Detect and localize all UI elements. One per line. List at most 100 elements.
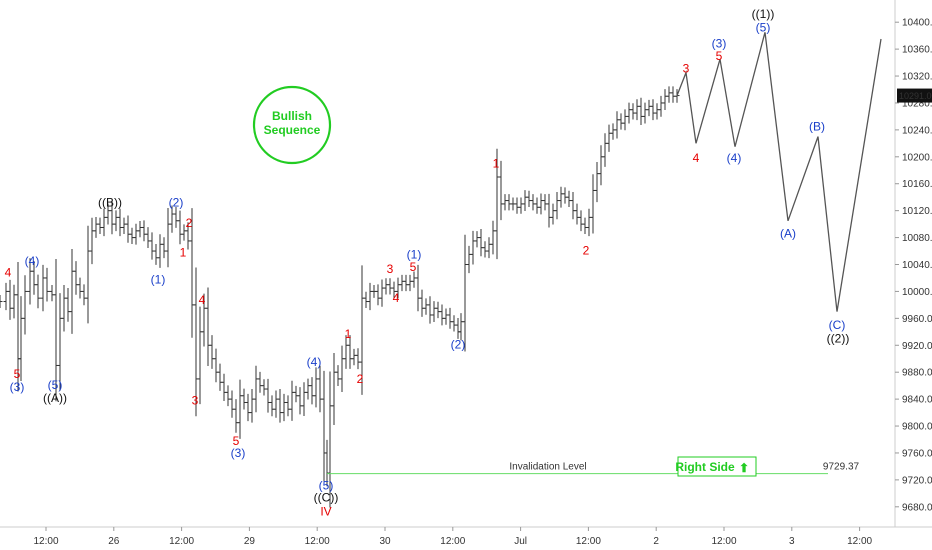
price-bar: [257, 371, 263, 393]
price-bar: [217, 363, 223, 391]
y-tick-label: 10360.00: [902, 45, 932, 56]
price-bar: [161, 237, 167, 259]
price-bar: [566, 190, 572, 208]
price-bar: [265, 378, 271, 413]
wave-label: 4: [393, 291, 400, 305]
price-bar: [602, 133, 608, 167]
x-tick-label: 30: [379, 536, 391, 547]
wave-label: 3: [192, 393, 199, 407]
wave-label: 5: [716, 49, 723, 63]
right-side-badge: Right Side ⬆: [675, 456, 757, 477]
wave-label: 2: [186, 216, 193, 230]
price-bar: [221, 373, 227, 401]
price-bar: [301, 382, 307, 416]
price-bar: [586, 208, 592, 237]
x-axis: 12:00 26 12:00 29 12:00 30 12:00 Jul 12:00 2 12:00…: [0, 526, 932, 547]
price-bar: [423, 298, 429, 315]
price-bar: [462, 234, 468, 352]
up-arrow-icon: ⬆: [739, 461, 749, 475]
price-bar: [403, 274, 409, 292]
x-tick-label: Jul: [514, 536, 527, 547]
wave-label: (3): [712, 37, 727, 51]
price-bar: [482, 241, 488, 258]
wave-label: 1: [345, 327, 352, 341]
price-bar: [113, 210, 119, 232]
price-bar: [466, 245, 472, 274]
price-bar: [578, 210, 584, 232]
price-bar: [666, 86, 672, 103]
price-bar: [209, 335, 215, 369]
price-bars: [0, 86, 680, 508]
wave-label: ((1)): [752, 7, 775, 21]
price-bar: [149, 232, 155, 260]
bullish-badge-circle: [252, 85, 332, 165]
price-bar: [249, 389, 255, 423]
price-bar: [626, 102, 632, 124]
wave-label: (5): [48, 378, 63, 392]
price-bar: [399, 274, 405, 292]
price-bar: [634, 99, 640, 121]
price-bar: [129, 227, 135, 245]
price-bar: [375, 284, 381, 306]
price-bar: [550, 203, 556, 225]
wave-label: 2: [357, 372, 364, 386]
price-bar: [40, 264, 46, 312]
wave-label: (2): [169, 196, 184, 210]
price-bar: [121, 217, 127, 234]
wave-label: (C): [829, 318, 846, 332]
wave-label: (4): [727, 151, 742, 165]
price-bar: [542, 194, 548, 211]
invalidation-level: Invalidation Level 9729.37: [327, 462, 860, 475]
price-bar: [455, 318, 461, 339]
price-bar: [451, 315, 457, 332]
y-tick-label: 9760.00: [902, 448, 932, 459]
price-bar: [317, 365, 323, 413]
price-bar: [646, 99, 652, 117]
price-bar: [339, 345, 345, 393]
y-tick-label: 9800.00: [902, 422, 932, 433]
price-bar: [610, 123, 616, 140]
price-bar: [630, 103, 636, 120]
price-bar: [97, 217, 103, 234]
wave-label: 2: [583, 243, 590, 257]
price-bar: [594, 162, 600, 203]
price-bar: [293, 385, 299, 403]
x-tick-label: 26: [108, 536, 120, 547]
price-bar: [197, 306, 203, 405]
price-bar: [241, 388, 247, 410]
price-bar: [658, 95, 664, 117]
y-tick-label: 10200.00: [902, 152, 932, 163]
price-bar: [321, 370, 327, 482]
price-bar: [618, 113, 624, 130]
y-tick-label: 9840.00: [902, 395, 932, 406]
price-bar: [638, 97, 644, 126]
bullish-sequence-badge: Bullish Sequence: [252, 85, 332, 165]
price-bar: [22, 275, 28, 335]
y-axis: 9680.00 9720.00 9760.00 9800.00 9840.00 9880.…: [894, 0, 932, 527]
price-bar: [363, 291, 369, 308]
price-bar: [44, 267, 50, 302]
price-bar: [3, 282, 9, 311]
wave-label: 5: [233, 434, 240, 448]
y-tick-label: 9960.00: [902, 314, 932, 325]
price-bar: [335, 365, 341, 386]
price-bar: [331, 353, 337, 426]
price-bar: [474, 231, 480, 248]
price-bar: [117, 208, 123, 237]
wave-label: 3: [387, 262, 394, 276]
price-bar: [245, 393, 251, 422]
price-bar: [61, 285, 67, 332]
price-bar: [277, 389, 283, 423]
wave-label: (B): [809, 120, 825, 134]
wave-label: 1: [180, 245, 187, 259]
wave-label: 1: [493, 157, 500, 171]
price-bar: [213, 348, 219, 383]
y-tick-label: 10040.00: [902, 260, 932, 271]
wave-label: (1): [407, 247, 422, 261]
price-bar: [554, 191, 560, 220]
price-bar: [502, 194, 508, 211]
x-tick-label: 2: [653, 536, 659, 547]
wave-label: 4: [693, 151, 700, 165]
y-tick-label: 10400.00: [902, 18, 932, 29]
